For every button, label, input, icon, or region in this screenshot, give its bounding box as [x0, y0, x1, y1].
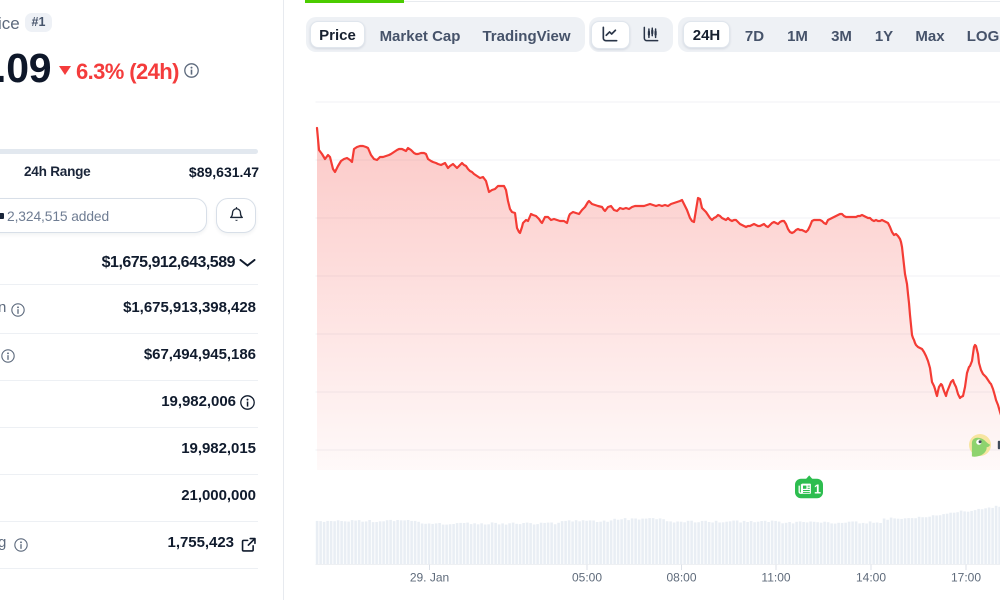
svg-text:14:00: 14:00: [856, 571, 886, 585]
svg-text:29. Jan: 29. Jan: [410, 571, 449, 585]
svg-text:08:00: 08:00: [666, 571, 696, 585]
svg-text:1: 1: [814, 483, 821, 497]
svg-text:17:00: 17:00: [951, 571, 981, 585]
svg-text:05:00: 05:00: [572, 571, 602, 585]
svg-text:11:00: 11:00: [761, 571, 790, 585]
